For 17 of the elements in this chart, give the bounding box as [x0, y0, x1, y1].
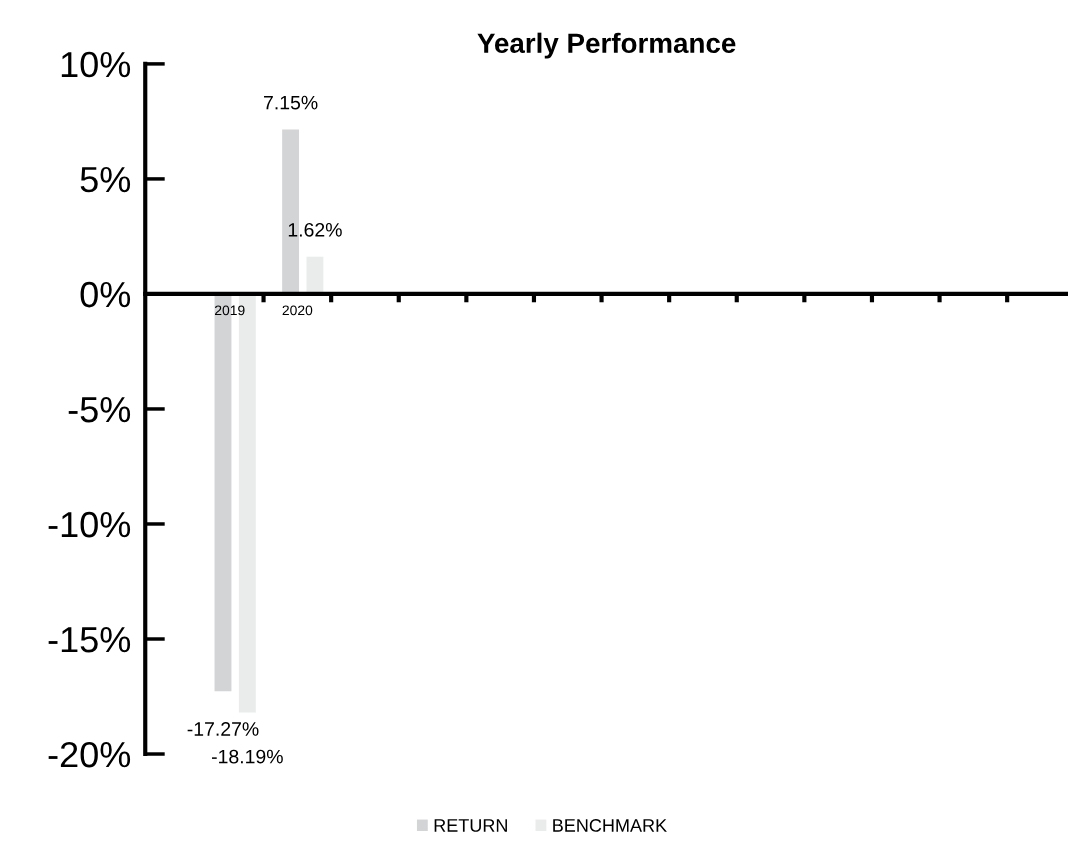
bar — [306, 256, 324, 294]
y-tick-label: -5% — [68, 396, 131, 423]
data-label: 1.62% — [288, 222, 342, 237]
y-tick-label: -15% — [48, 627, 131, 653]
y-tick-label: -20% — [48, 741, 131, 768]
x-tick-label: 2020 — [282, 305, 313, 316]
y-tick-label: 10% — [61, 51, 131, 78]
y-tick-label: 5% — [80, 166, 131, 193]
data-label: -17.27% — [187, 722, 259, 736]
legend-label: BENCHMARK — [553, 819, 667, 832]
data-label: 7.15% — [264, 95, 318, 110]
legend-label: RETURN — [434, 819, 507, 832]
data-label: -18.19% — [211, 749, 283, 764]
y-tick-label: 0% — [80, 281, 131, 308]
chart-title: Yearly Performance — [477, 32, 736, 59]
y-tick-label: -10% — [48, 511, 131, 538]
x-tick-label: 2019 — [215, 305, 245, 316]
